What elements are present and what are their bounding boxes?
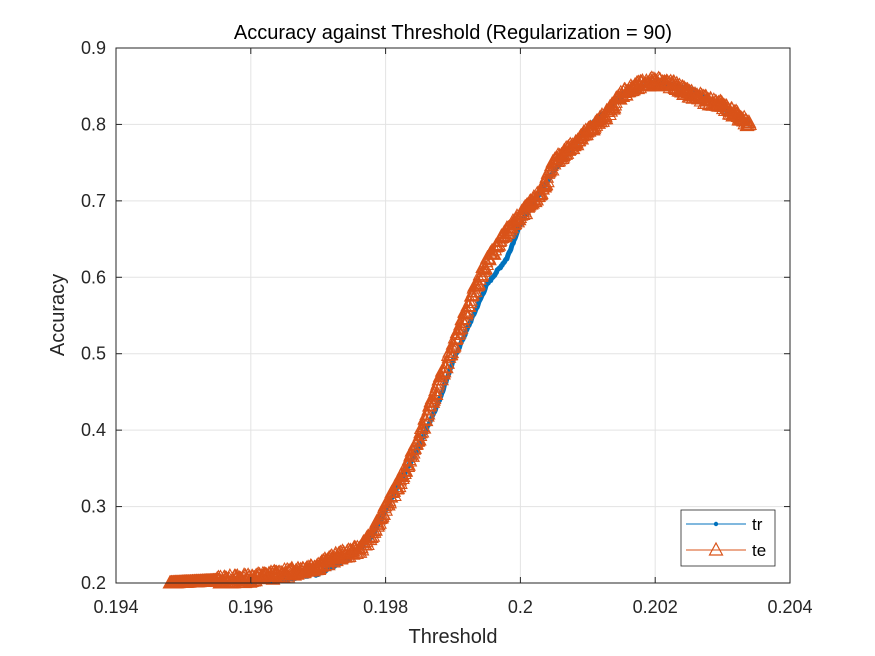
x-axis-title: Threshold <box>409 626 498 648</box>
x-tick-label: 0.196 <box>228 597 273 617</box>
series-te-point <box>695 90 711 105</box>
series-te-point <box>352 544 368 558</box>
series-te-point <box>465 286 480 301</box>
x-tick-label: 0.2 <box>508 597 533 617</box>
series-te-point <box>491 237 507 251</box>
x-tick-label: 0.194 <box>93 597 138 617</box>
legend-box <box>680 509 776 567</box>
y-tick-label: 0.2 <box>81 573 106 593</box>
series-te-point <box>392 475 408 489</box>
plot-area-background <box>116 48 790 583</box>
series-te-point <box>438 359 454 374</box>
series-te-point <box>420 405 436 420</box>
x-tick-label: 0.198 <box>363 597 408 617</box>
series-te-point <box>416 419 432 434</box>
series-te-point <box>459 305 474 320</box>
legend-marker-tr <box>713 521 719 527</box>
series-te-point <box>411 431 427 446</box>
y-tick-label: 0.5 <box>81 344 106 364</box>
y-tick-label: 0.3 <box>81 497 106 517</box>
series-te-point <box>533 185 549 200</box>
series-te-point <box>405 448 421 462</box>
series-te-point <box>742 116 758 130</box>
series-te-point <box>486 246 502 260</box>
x-tick-label: 0.204 <box>767 597 812 617</box>
legend-marker-te <box>708 541 724 556</box>
series-te-point <box>444 339 460 354</box>
legend: tr te <box>680 509 776 567</box>
series-te-point <box>421 401 437 416</box>
y-tick-label: 0.9 <box>81 38 106 58</box>
series-te-point <box>469 277 485 292</box>
series-te-point <box>471 275 487 290</box>
y-tick-label: 0.7 <box>81 191 106 211</box>
y-tick-label: 0.6 <box>81 267 106 287</box>
series-te-point <box>428 386 444 401</box>
series-te-point <box>371 510 387 525</box>
series-te-point <box>539 173 555 188</box>
series-te-point <box>386 487 402 502</box>
series-te-point <box>740 116 756 131</box>
series-te-point <box>377 497 393 512</box>
series-te-point <box>450 321 466 336</box>
x-tick-label: 0.202 <box>633 597 678 617</box>
series-te-point <box>405 444 421 459</box>
legend-label-tr: tr <box>752 515 763 534</box>
y-tick-label: 0.8 <box>81 114 106 134</box>
plot-area-box <box>115 47 791 584</box>
chart-title: Accuracy against Threshold (Regularizati… <box>234 22 672 44</box>
y-axis-title: Accuracy <box>47 274 69 356</box>
series-te-point <box>598 110 614 125</box>
legend-label-te: te <box>752 541 766 560</box>
series-te-point <box>455 314 471 328</box>
series-te-point <box>451 324 467 339</box>
y-tick-label: 0.4 <box>81 420 106 440</box>
axes: 0.194 0.196 0.198 0.2 0.202 0.204 0.2 0.3 0.4 0.5… <box>81 38 813 617</box>
series-layer <box>162 70 758 589</box>
series-te-point <box>477 260 493 275</box>
series-te-markers <box>162 70 758 589</box>
